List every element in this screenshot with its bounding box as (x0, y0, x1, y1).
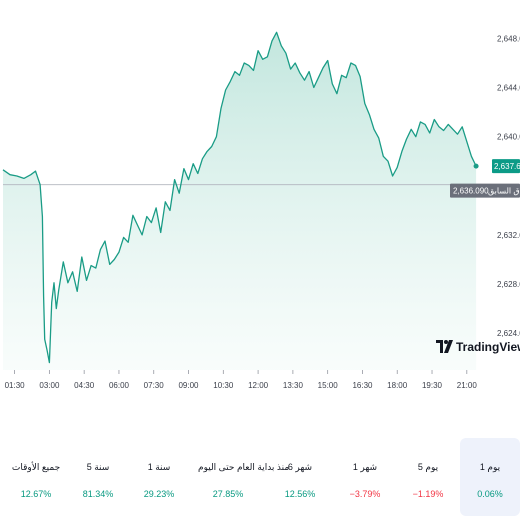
x-axis-tick-label: 01:30 (5, 381, 26, 390)
period-label: 5 سنة (86, 462, 110, 472)
last-price-badge (492, 159, 520, 174)
x-axis-tick-label: 21:00 (457, 381, 478, 390)
y-axis-tick-label: 2,628.000 (497, 280, 520, 289)
price-area-fill (3, 32, 477, 371)
x-axis-tick-label: 13:30 (283, 381, 304, 390)
price-chart[interactable]: 2,648.000 2,644.000 2,640.000 2,632.000 2,62… (0, 0, 520, 400)
period-label: جميع الأوقات (11, 462, 61, 472)
period-tab[interactable]: 5 يوم −1.19% (398, 438, 458, 516)
tradingview-wordmark: TradingView (456, 340, 520, 354)
period-change-value: 12.67% (20, 489, 52, 499)
period-label: 1 يوم (479, 462, 501, 472)
period-label: 5 يوم (417, 462, 439, 472)
y-axis-tick-label: 2,644.000 (497, 84, 520, 93)
period-tab[interactable]: 6 شهر 12.56% (270, 438, 330, 516)
period-change-value: 0.06% (477, 489, 503, 499)
x-axis-tick-label: 10:30 (213, 381, 234, 390)
x-axis-tick-label: 03:00 (39, 381, 60, 390)
tradingview-logo-icon (436, 340, 453, 353)
x-axis-tick-label: 06:00 (109, 381, 130, 390)
previous-close-badge (450, 183, 520, 198)
period-tab[interactable]: منذ بداية العام حتى اليوم 27.85% (198, 438, 290, 516)
y-axis-tick-label: 2,632.000 (497, 231, 520, 240)
last-price-dot (473, 163, 479, 169)
period-change-value: −3.79% (349, 489, 381, 499)
tradingview-logo[interactable]: TradingView (436, 340, 520, 354)
x-axis-tick-label: 09:00 (178, 381, 199, 390)
period-label: 1 سنة (147, 462, 171, 472)
y-axis-tick-label: 2,640.000 (497, 133, 520, 142)
period-change-value: 12.56% (284, 489, 316, 499)
period-tab[interactable]: جميع الأوقات 12.67% (6, 438, 66, 516)
x-axis-tick-label: 18:00 (387, 381, 408, 390)
previous-close-text: الإغلاق السابق (488, 187, 520, 196)
period-change-value: 27.85% (212, 489, 244, 499)
x-axis-tick-label: 04:30 (74, 381, 95, 390)
period-change-value: 29.23% (143, 489, 175, 499)
performance-periods: جميع الأوقات 12.67% 5 سنة 81.34% 1 سنة 29.23%… (0, 436, 520, 520)
x-axis-tick-label: 16:30 (352, 381, 373, 390)
last-price-label: 2,637.600 (494, 162, 520, 171)
x-axis-tick-label: 07:30 (144, 381, 165, 390)
y-axis-tick-label: 2,624.000 (497, 329, 520, 338)
period-change-value: 81.34% (82, 489, 114, 499)
price-line (2, 31, 477, 364)
x-axis-tick-label: 19:30 (422, 381, 443, 390)
x-axis-tick-label: 15:00 (318, 381, 339, 390)
y-axis-tick-label: 2,648.000 (497, 34, 520, 43)
chart-canvas[interactable]: 2,648.000 2,644.000 2,640.000 2,632.000 2,62… (0, 0, 520, 400)
period-change-value: −1.19% (412, 489, 444, 499)
period-label: 6 شهر (287, 462, 313, 472)
period-tab[interactable]: 1 شهر −3.79% (335, 438, 395, 516)
period-label: 1 شهر (352, 462, 378, 472)
period-label: منذ بداية العام حتى اليوم (198, 462, 290, 472)
period-tab[interactable]: 5 سنة 81.34% (68, 438, 128, 516)
previous-close-value: 2,636.090 (453, 187, 489, 196)
x-axis-tick-label: 12:00 (248, 381, 269, 390)
period-tab[interactable]: 1 يوم 0.06% (460, 438, 520, 516)
period-tab[interactable]: 1 سنة 29.23% (129, 438, 189, 516)
